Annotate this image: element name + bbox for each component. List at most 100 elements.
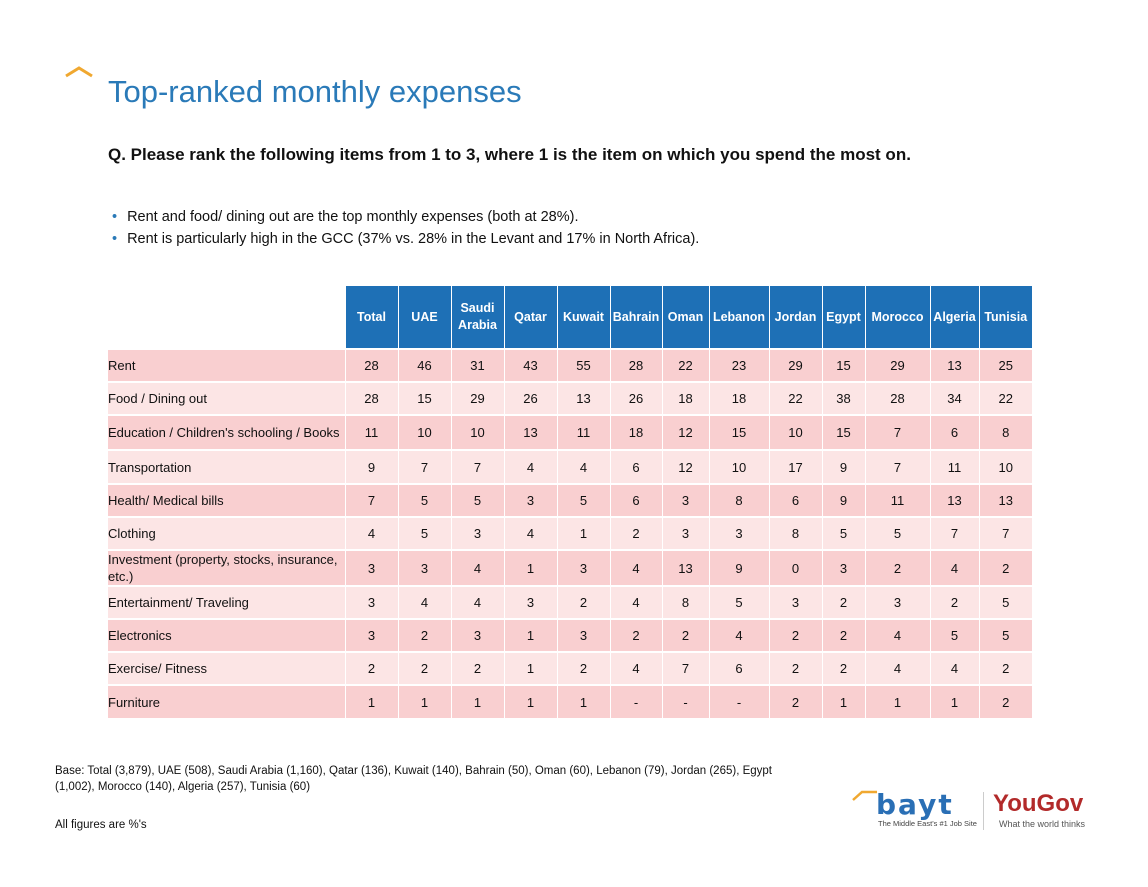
table-cell: 5 <box>397 516 451 550</box>
table-cell: 11 <box>929 449 979 484</box>
table-cell: 4 <box>397 585 451 619</box>
table-cell: 2 <box>397 618 451 652</box>
table-cell: 26 <box>609 381 662 415</box>
table-cell: 3 <box>450 516 504 550</box>
table-cell: 2 <box>661 618 709 652</box>
column-header: Tunisia <box>978 286 1032 349</box>
column-header: Kuwait <box>556 286 610 349</box>
table-cell: 38 <box>821 381 865 415</box>
table-cell: 8 <box>661 585 709 619</box>
table-cell: 2 <box>768 618 822 652</box>
table-cell: 3 <box>503 585 557 619</box>
table-cell: 2 <box>929 585 979 619</box>
table-cell: 0 <box>768 549 822 586</box>
table-cell: 15 <box>821 414 865 450</box>
base-note: Base: Total (3,879), UAE (508), Saudi Ar… <box>55 765 772 793</box>
table-row: Investment (property, stocks, insurance,… <box>108 549 1032 586</box>
table-cell: - <box>708 684 769 718</box>
table-cell: 3 <box>397 549 451 586</box>
table-cell: 22 <box>661 348 709 382</box>
table-cell: 5 <box>556 483 610 517</box>
table-cell: 4 <box>609 549 662 586</box>
table-cell: 23 <box>708 348 769 382</box>
table-row: Education / Children's schooling / Books… <box>108 414 1032 450</box>
table-cell: 2 <box>821 618 865 652</box>
table-cell: 1 <box>821 684 865 718</box>
table-row: Rent 28 46 31 43 55 28 22 23 29 15 29 13 25 <box>108 348 1032 382</box>
table-cell: 6 <box>708 651 769 685</box>
table-cell: 3 <box>344 585 398 619</box>
table-cell: 3 <box>556 549 610 586</box>
table-cell: 4 <box>864 651 930 685</box>
table-cell: 13 <box>556 381 610 415</box>
table-cell: 1 <box>556 684 610 718</box>
table-cell: 1 <box>397 684 451 718</box>
table-cell: 10 <box>768 414 822 450</box>
table-cell: 2 <box>609 618 662 652</box>
yougov-tagline: What the world thinks <box>999 819 1086 829</box>
table-cell: 7 <box>978 516 1032 550</box>
table-cell: 1 <box>344 684 398 718</box>
table-cell: 6 <box>609 449 662 484</box>
table-cell: 13 <box>661 549 709 586</box>
table-cell: 17 <box>768 449 822 484</box>
table-cell: 9 <box>821 483 865 517</box>
table-cell: 43 <box>503 348 557 382</box>
table-cell: 10 <box>978 449 1032 484</box>
row-label: Investment (property, stocks, insurance,… <box>108 549 345 586</box>
table-cell: 13 <box>503 414 557 450</box>
table-cell: 2 <box>609 516 662 550</box>
table-cell: 6 <box>609 483 662 517</box>
table-cell: 3 <box>768 585 822 619</box>
table-cell: 4 <box>609 585 662 619</box>
table-cell: 1 <box>503 549 557 586</box>
table-cell: 22 <box>978 381 1032 415</box>
table-cell: 1 <box>864 684 930 718</box>
table-cell: 7 <box>397 449 451 484</box>
table-cell: 3 <box>344 549 398 586</box>
logo-divider <box>983 792 984 830</box>
question-text: Q. Please rank the following items from … <box>108 145 911 164</box>
table-cell: 22 <box>768 381 822 415</box>
table-cell: 1 <box>503 618 557 652</box>
table-cell: 3 <box>661 483 709 517</box>
column-header: Oman <box>661 286 709 349</box>
table-cell: 2 <box>556 585 610 619</box>
row-label: Exercise/ Fitness <box>108 651 345 685</box>
row-label: Clothing <box>108 516 345 550</box>
table-cell: 6 <box>768 483 822 517</box>
table-cell: - <box>609 684 662 718</box>
table-cell: 2 <box>768 684 822 718</box>
table-cell: 4 <box>503 449 557 484</box>
expenses-table: Total UAE Saudi Arabia Qatar Kuwait Bahrain Om… <box>108 286 1032 718</box>
table-cell: 5 <box>978 618 1032 652</box>
bayt-tagline: The Middle East's #1 Job Site <box>878 819 977 828</box>
table-cell: 15 <box>708 414 769 450</box>
table-cell: 1 <box>503 651 557 685</box>
row-label: Electronics <box>108 618 345 652</box>
table-cell: 13 <box>929 348 979 382</box>
bayt-wordmark: bayt <box>876 788 954 821</box>
table-cell: 3 <box>821 549 865 586</box>
table-cell: 3 <box>661 516 709 550</box>
column-header: Qatar <box>503 286 557 349</box>
table-cell: 4 <box>450 585 504 619</box>
table-cell: 8 <box>978 414 1032 450</box>
table-cell: 7 <box>661 651 709 685</box>
table-cell: 5 <box>708 585 769 619</box>
table-cell: 25 <box>978 348 1032 382</box>
table-cell: 4 <box>609 651 662 685</box>
column-header: Bahrain <box>609 286 662 349</box>
row-label: Furniture <box>108 684 345 718</box>
table-cell: 4 <box>929 651 979 685</box>
table-row: Electronics 3 2 3 1 3 2 2 4 2 2 4 5 5 <box>108 618 1032 652</box>
column-header: Saudi Arabia <box>450 286 504 349</box>
row-label: Education / Children's schooling / Books <box>108 414 345 450</box>
table-cell: 28 <box>609 348 662 382</box>
table-row: Food / Dining out 28 15 29 26 13 26 18 18 22 38 28 3… <box>108 381 1032 415</box>
table-cell: 10 <box>450 414 504 450</box>
figures-note: All figures are %'s <box>55 819 147 831</box>
row-label: Food / Dining out <box>108 381 345 415</box>
row-label: Transportation <box>108 449 345 484</box>
